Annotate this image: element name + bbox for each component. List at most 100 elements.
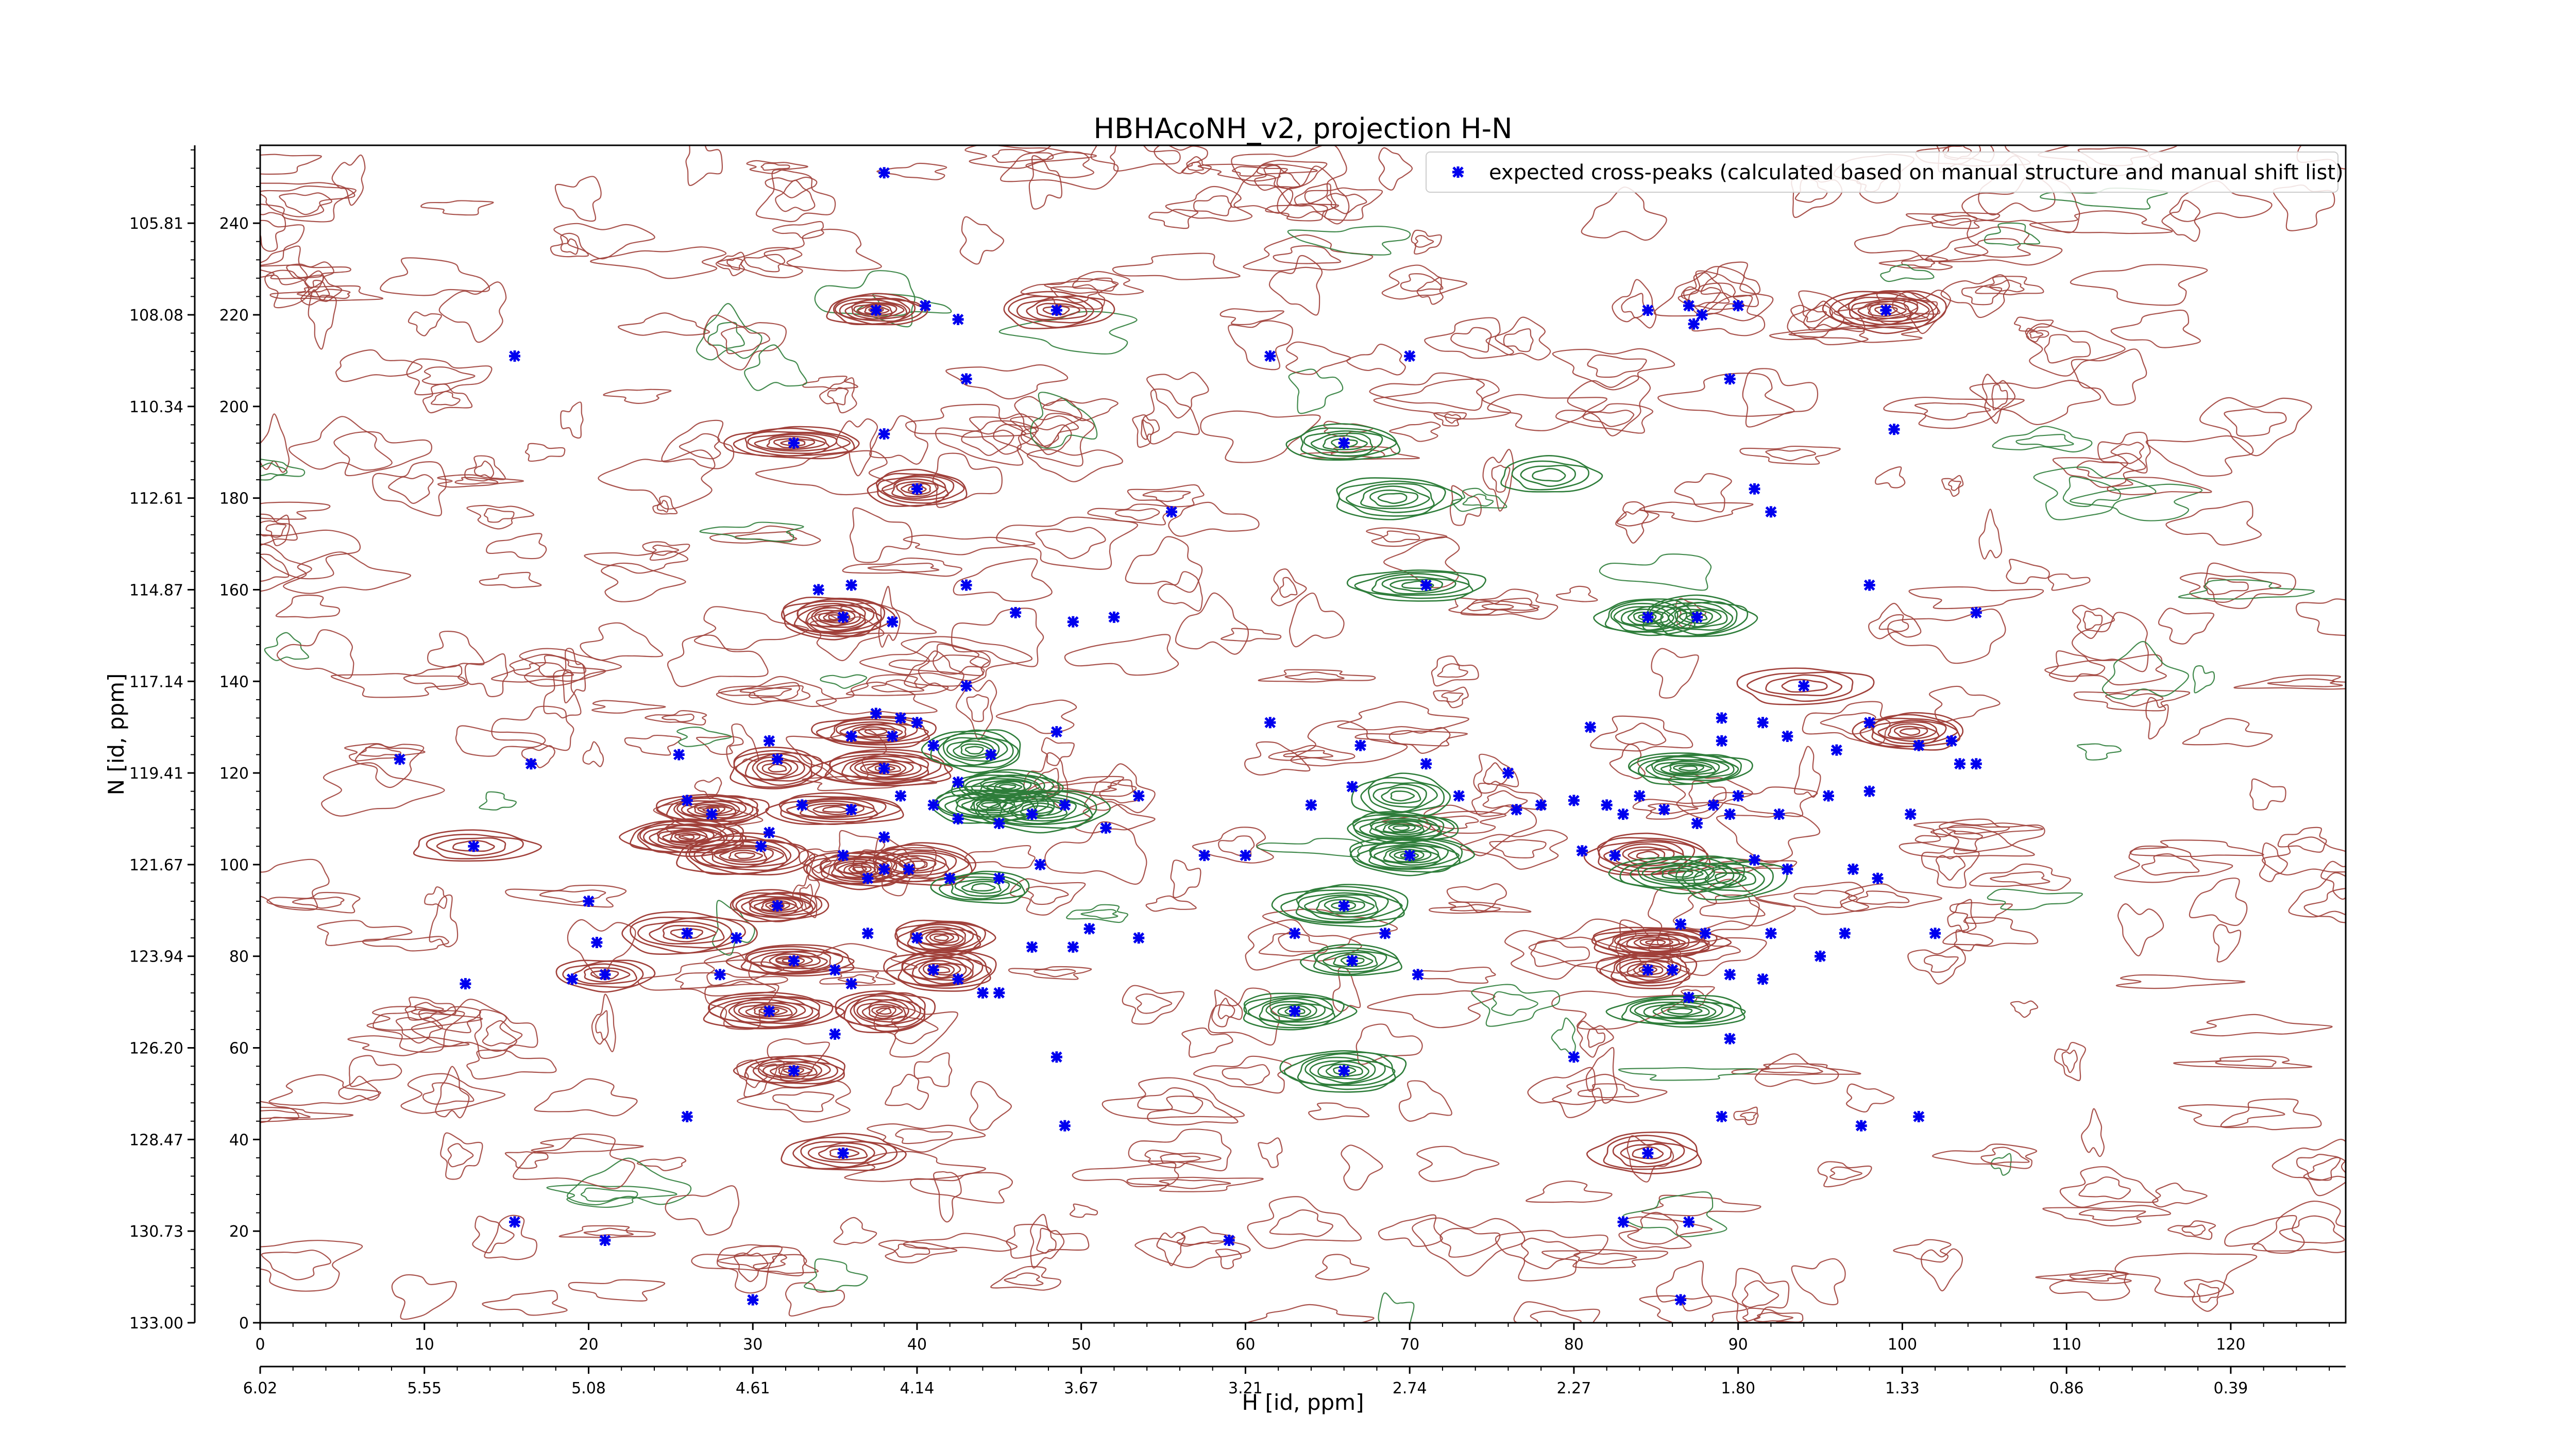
noise-contour — [331, 154, 366, 206]
peak-contour — [852, 866, 867, 872]
noise-contour — [1482, 449, 1514, 512]
noise-contour — [1948, 480, 1962, 491]
noise-contour — [349, 1055, 402, 1087]
y-ppm-tick-label: 114.87 — [129, 581, 183, 599]
cross-peak-marker — [1724, 969, 1736, 981]
noise-contour — [2178, 1104, 2285, 1127]
noise-contour — [1193, 1055, 1292, 1094]
noise-contour — [418, 1006, 481, 1034]
noise-contour — [1788, 326, 1923, 343]
peak-contour — [1009, 800, 1068, 819]
noise-contour — [1132, 414, 1160, 448]
noise-contour — [482, 1020, 523, 1047]
cross-peak-marker — [944, 872, 956, 884]
peak-contour — [1877, 721, 1940, 742]
peak-contour — [760, 900, 796, 912]
peak-contour — [953, 740, 996, 759]
peak-contour — [753, 1006, 788, 1017]
cross-peak-marker — [927, 799, 939, 811]
noise-contour — [482, 1290, 568, 1316]
peak-contour — [786, 798, 878, 820]
noise-contour — [1949, 902, 2013, 924]
noise-contour — [1270, 568, 1307, 606]
noise-contour — [1215, 1249, 1242, 1270]
peak-contour — [1637, 754, 1739, 781]
noise-contour — [2199, 397, 2312, 457]
noise-contour — [707, 322, 745, 349]
noise-contour — [1087, 503, 1176, 526]
noise-contour — [421, 366, 476, 385]
noise-contour — [1069, 1203, 1098, 1218]
y-ppm-tick-label: 112.61 — [129, 490, 183, 508]
x-ppm-tick-label: 6.02 — [243, 1379, 278, 1397]
noise-contour — [637, 1156, 687, 1171]
noise-contour — [1354, 730, 1468, 747]
noise-contour — [1389, 422, 1441, 442]
peak-contour — [1350, 838, 1463, 873]
noise-contour — [1126, 1176, 1264, 1192]
y-ppm-tick-label: 123.94 — [129, 948, 183, 966]
peak-contour — [637, 917, 733, 949]
peak-contour — [964, 746, 984, 755]
noise-contour — [814, 270, 916, 328]
peak-contour — [1283, 1052, 1396, 1090]
noise-contour — [2070, 483, 2203, 521]
peak-contour — [1309, 1059, 1376, 1084]
noise-contour — [1383, 530, 1420, 543]
noise-contour — [744, 254, 786, 273]
noise-contour — [1231, 145, 1347, 207]
x-axis-label: H [id, ppm] — [1242, 1390, 1364, 1415]
peak-contour — [856, 999, 909, 1023]
noise-contour — [1176, 1226, 1235, 1247]
noise-contour — [521, 745, 555, 768]
cross-peak-marker — [1847, 863, 1859, 875]
noise-contour — [260, 185, 357, 223]
noise-contour — [486, 533, 547, 560]
noise-contour — [2117, 903, 2164, 956]
noise-contour — [2026, 323, 2126, 377]
x-tick-label: 90 — [1728, 1336, 1748, 1354]
noise-contour — [1932, 1143, 2038, 1169]
peak-contour — [841, 755, 928, 780]
noise-contour — [1887, 608, 2006, 664]
noise-contour — [359, 747, 402, 757]
noise-contour — [391, 1274, 457, 1320]
peak-contour — [1652, 1004, 1710, 1018]
noise-contour — [765, 176, 818, 198]
peak-contour — [1325, 1064, 1363, 1077]
cross-peak-marker — [837, 850, 849, 862]
noise-contour — [1222, 1064, 1270, 1086]
noise-contour — [819, 971, 896, 986]
cross-peak-marker — [895, 790, 907, 802]
cross-peak-marker — [911, 483, 923, 495]
noise-contour — [1899, 826, 2035, 858]
noise-contour — [260, 1101, 300, 1123]
noise-contour — [438, 281, 507, 343]
x-tick-label: 50 — [1072, 1336, 1091, 1354]
noise-contour — [2035, 1270, 2132, 1284]
noise-contour — [260, 1240, 363, 1292]
cross-peak-marker — [1724, 808, 1736, 820]
peak-contour — [1331, 901, 1357, 911]
peak-contour — [1388, 823, 1416, 833]
noise-contour — [1892, 289, 1951, 334]
noise-contour — [1495, 1229, 1608, 1282]
x-tick-label: 30 — [743, 1336, 762, 1354]
noise-contour — [1677, 282, 1745, 310]
peak-contour — [1633, 936, 1680, 949]
peak-contour — [765, 901, 790, 911]
noise-contour — [775, 179, 816, 212]
peak-contour — [1042, 305, 1070, 315]
cross-peak-marker — [1749, 854, 1760, 866]
cross-peak-marker — [895, 712, 907, 724]
peak-contour — [1715, 872, 1747, 885]
cross-peak-marker — [1749, 483, 1760, 495]
noise-contour — [913, 1052, 953, 1087]
peak-contour — [584, 967, 631, 983]
peak-contour — [1008, 295, 1104, 328]
peak-contour — [1621, 996, 1746, 1025]
noise-contour — [1829, 1166, 1863, 1181]
noise-contour — [1187, 161, 1204, 172]
noise-contour — [2288, 872, 2346, 918]
noise-contour — [1262, 908, 1398, 952]
